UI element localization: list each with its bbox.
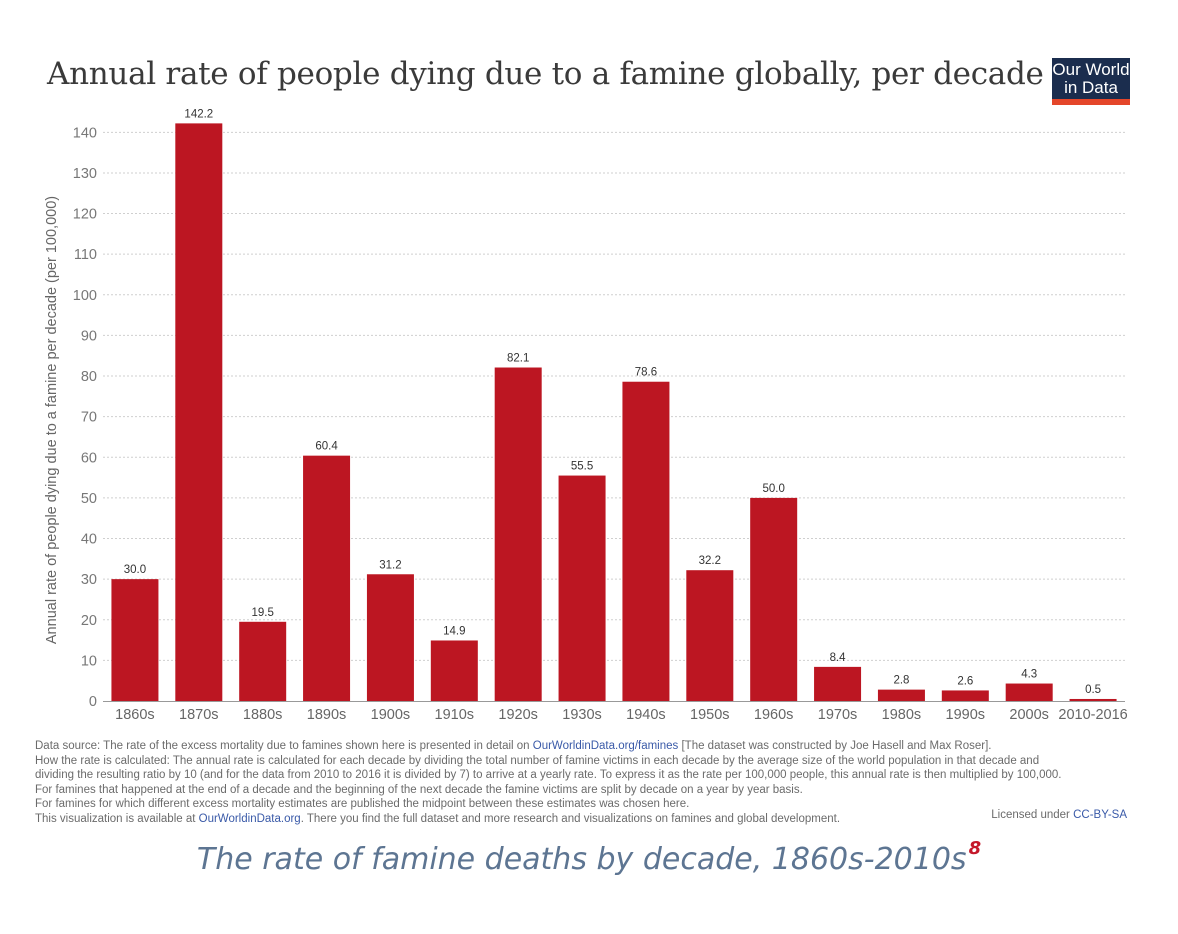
bar [494, 367, 542, 701]
bar-value-label: 55.5 [571, 461, 593, 473]
note-availability: This visualization is available at OurWo… [35, 812, 1145, 827]
bar-value-labels: 30.0 142.2 19.5 60.4 31.2 14.9 82.1 55.5 78.6 32.… [124, 108, 1101, 696]
x-tick-label: 1920s [498, 707, 538, 723]
bar [814, 666, 862, 701]
bar-value-label: 78.6 [635, 367, 657, 379]
bar-value-label: 2.8 [893, 675, 909, 687]
y-tick-label: 130 [73, 166, 97, 182]
bar [303, 455, 351, 701]
bar [1069, 698, 1117, 701]
y-tick-label: 20 [81, 613, 97, 629]
x-tick-label: 1980s [882, 707, 922, 723]
bar [175, 123, 223, 701]
y-tick-label: 100 [73, 288, 97, 304]
x-tick-label: 1960s [754, 707, 794, 723]
bar-value-label: 50.0 [762, 483, 784, 495]
our-world-in-data-logo[interactable]: Our World in Data [1052, 58, 1130, 105]
chart-notes: Data source: The rate of the excess mort… [35, 739, 1145, 827]
y-tick-label: 60 [81, 450, 97, 466]
x-tick-label: 2010-2016 [1058, 707, 1127, 723]
x-axis-ticks: 1860s 1870s 1880s 1890s 1900s 1910s 1920s 1930s… [115, 707, 1128, 723]
bar [686, 570, 734, 701]
bar [1005, 683, 1053, 701]
bar-value-label: 30.0 [124, 564, 146, 576]
x-tick-label: 1950s [690, 707, 730, 723]
x-tick-label: 2000s [1009, 707, 1049, 723]
x-tick-label: 1900s [371, 707, 411, 723]
bar [750, 497, 798, 701]
caption-text: The rate of famine deaths by decade, 186… [196, 842, 967, 877]
y-axis-label: Annual rate of people dying due to a fam… [44, 196, 60, 644]
bar-value-label: 142.2 [184, 108, 213, 120]
y-tick-label: 50 [81, 491, 97, 507]
x-tick-label: 1970s [818, 707, 858, 723]
x-tick-label: 1930s [562, 707, 602, 723]
bar-value-label: 82.1 [507, 353, 529, 365]
y-tick-label: 30 [81, 572, 97, 588]
gridlines [103, 131, 1125, 661]
bar [239, 621, 287, 701]
y-axis-ticks: 0 10 20 30 40 50 60 70 80 90 100 110 120 130 140 [73, 125, 97, 710]
note-dataset-credit: [The dataset was constructed by Joe Hase… [678, 740, 992, 752]
x-tick-label: 1890s [307, 707, 347, 723]
license-link[interactable]: CC-BY-SA [1073, 809, 1127, 821]
note-data-source: Data source: The rate of the excess mort… [35, 739, 1145, 754]
logo-line-2: in Data [1064, 78, 1118, 97]
bar-value-label: 2.6 [957, 675, 973, 687]
x-tick-label: 1910s [435, 707, 475, 723]
bars [111, 123, 1117, 701]
note-split: For famines that happened at the end of … [35, 783, 803, 796]
bar-value-label: 19.5 [251, 607, 273, 619]
y-tick-label: 110 [74, 247, 97, 263]
bar-chart: 0 10 20 30 40 50 60 70 80 90 100 110 120 130 140 30.0 1… [44, 108, 1128, 723]
note-midpoint: For famines for which different excess m… [35, 798, 690, 811]
bar-value-label: 32.2 [699, 555, 721, 567]
y-tick-label: 10 [81, 653, 97, 669]
note-availability-rest: . There you find the full dataset and mo… [300, 812, 841, 825]
note-availability-text: This visualization is available at [35, 812, 199, 825]
footnote-marker[interactable]: 8 [968, 838, 982, 859]
x-tick-label: 1860s [115, 707, 155, 723]
y-tick-label: 40 [81, 532, 97, 548]
y-tick-label: 80 [81, 369, 97, 385]
x-tick-label: 1880s [243, 707, 283, 723]
bar-value-label: 4.3 [1021, 669, 1037, 681]
bar-value-label: 0.5 [1085, 684, 1101, 696]
note-data-source-text: Data source: The rate of the excess mort… [35, 740, 533, 752]
y-tick-label: 120 [73, 207, 97, 223]
x-tick-label: 1870s [179, 707, 219, 723]
note-method-1: How the rate is calculated: The annual r… [35, 754, 1040, 767]
x-tick-label: 1990s [946, 707, 986, 723]
x-tick-label: 1940s [626, 707, 666, 723]
note-method-2: dividing the resulting ratio by 10 (and … [35, 769, 1062, 782]
bar [366, 574, 414, 701]
owid-link[interactable]: OurWorldinData.org [198, 812, 301, 825]
bar-value-label: 14.9 [443, 625, 465, 637]
y-tick-label: 90 [81, 328, 97, 344]
bar [877, 689, 925, 701]
famines-link[interactable]: OurWorldinData.org/famines [532, 740, 679, 752]
bar [430, 640, 478, 701]
license: Licensed under CC-BY-SA [991, 809, 1127, 821]
logo-accent-bar [1052, 99, 1130, 105]
figure-caption: The rate of famine deaths by decade, 186… [0, 838, 1178, 877]
bar [622, 381, 670, 701]
y-tick-label: 0 [89, 694, 97, 710]
bar [941, 690, 989, 701]
bar [111, 579, 159, 701]
license-text: Licensed under [991, 809, 1074, 821]
bar-value-label: 8.4 [830, 652, 847, 664]
bar-value-label: 31.2 [379, 559, 401, 571]
chart-title: Annual rate of people dying due to a fam… [47, 56, 1044, 92]
y-tick-label: 70 [81, 410, 97, 426]
bar-value-label: 60.4 [315, 441, 338, 453]
bar [558, 475, 606, 701]
logo-line-1: Our World [1052, 60, 1130, 79]
y-tick-label: 140 [73, 125, 97, 141]
